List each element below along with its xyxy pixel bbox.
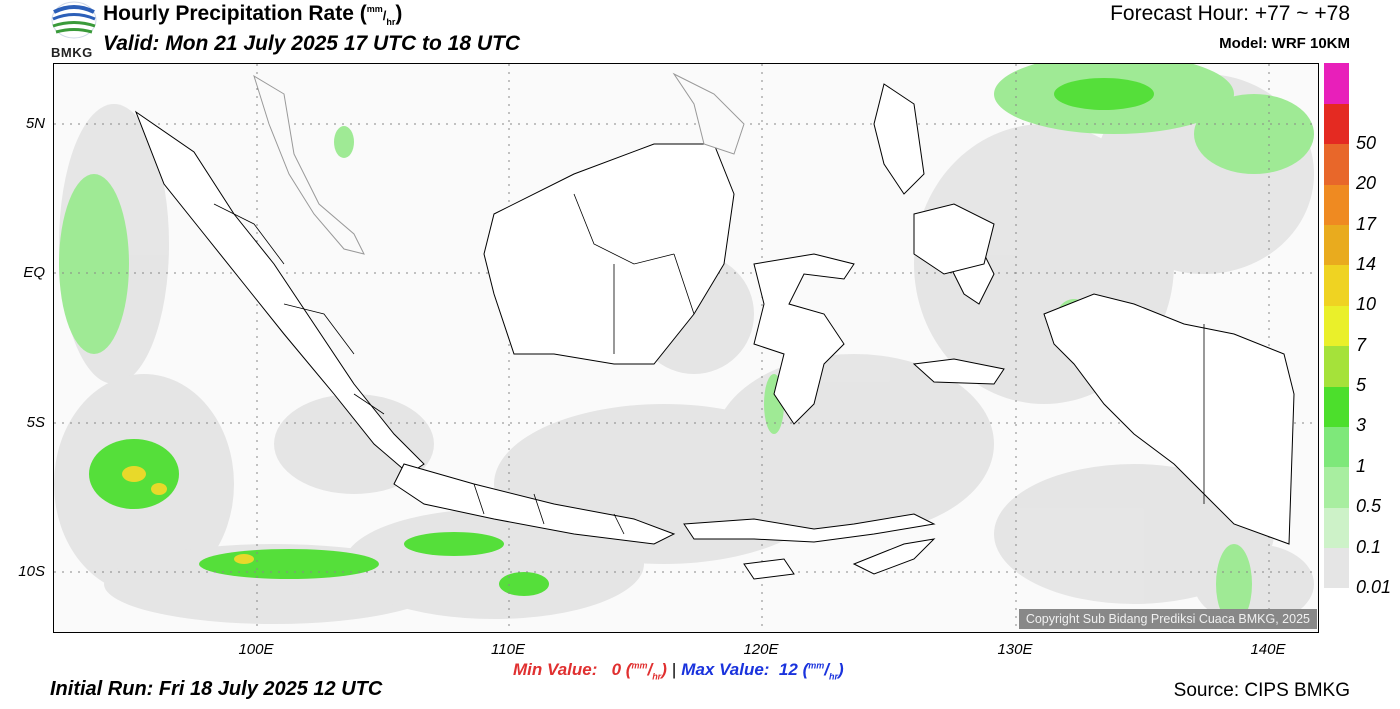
max-value: Max Value: 12 (mm/hr) bbox=[681, 660, 844, 682]
colorbar-label-4: 3 bbox=[1356, 415, 1367, 436]
lon-label-120e: 120E bbox=[743, 641, 779, 658]
lon-label-130e: 130E bbox=[997, 641, 1033, 658]
colorbar-segment-3 bbox=[1324, 426, 1349, 468]
logo-text: BMKG bbox=[51, 45, 93, 60]
lat-label-10s: 10S bbox=[18, 563, 45, 580]
lat-label-5s: 5S bbox=[26, 414, 45, 431]
min-max-values: Min Value: 0 (mm/hr) | Max Value: 12 (mm/h… bbox=[513, 660, 844, 682]
valid-time: Valid: Mon 21 July 2025 17 UTC to 18 UTC bbox=[103, 32, 521, 55]
colorbar-segment-4 bbox=[1324, 386, 1349, 427]
colorbar-label-11: 50 bbox=[1356, 132, 1377, 153]
chart-title: Hourly Precipitation Rate (mm/hr) bbox=[103, 2, 403, 28]
lat-label-5n: 5N bbox=[25, 115, 45, 132]
colorbar-segment-0 bbox=[1324, 547, 1349, 589]
precipitation-map bbox=[53, 63, 1319, 633]
colorbar-label-2: 0.5 bbox=[1356, 496, 1382, 517]
colorbar-segment-10 bbox=[1324, 143, 1349, 185]
colorbar-label-1: 0.1 bbox=[1356, 536, 1382, 557]
source-credit: Source: CIPS BMKG bbox=[1173, 680, 1350, 701]
map-canvas bbox=[54, 64, 1318, 632]
colorbar-segment-7 bbox=[1324, 264, 1349, 306]
colorbar-segment-11 bbox=[1324, 103, 1349, 145]
colorbar-segment-5 bbox=[1324, 345, 1349, 387]
lon-label-140e: 140E bbox=[1250, 641, 1286, 658]
initial-run: Initial Run: Fri 18 July 2025 12 UTC bbox=[50, 678, 383, 700]
colorbar-segment-9 bbox=[1324, 184, 1349, 226]
lat-label-eq: EQ bbox=[23, 264, 45, 281]
colorbar-segment-12 bbox=[1324, 63, 1349, 104]
colorbar-label-7: 10 bbox=[1356, 294, 1377, 315]
copyright-notice: Copyright Sub Bidang Prediksi Cuaca BMKG… bbox=[1018, 609, 1317, 629]
bmkg-logo bbox=[50, 0, 100, 60]
min-value: Min Value: 0 (mm/hr) bbox=[513, 660, 667, 682]
colorbar-label-5: 5 bbox=[1356, 375, 1367, 396]
model-name: Model: WRF 10KM bbox=[1219, 35, 1350, 52]
colorbar-segment-8 bbox=[1324, 224, 1349, 266]
colorbar-segment-1 bbox=[1324, 507, 1349, 549]
colorbar-label-9: 17 bbox=[1356, 213, 1377, 234]
colorbar-label-0: 0.01 bbox=[1356, 577, 1392, 597]
colorbar-segment-6 bbox=[1324, 305, 1349, 347]
lon-label-110e: 110E bbox=[491, 641, 525, 658]
colorbar-label-6: 7 bbox=[1356, 334, 1367, 355]
colorbar-segment-2 bbox=[1324, 466, 1349, 508]
forecast-hour: Forecast Hour: +77 ~ +78 bbox=[1110, 2, 1350, 25]
lon-label-100e: 100E bbox=[238, 641, 274, 658]
colorbar-label-10: 20 bbox=[1356, 173, 1377, 194]
colorbar-label-3: 1 bbox=[1356, 455, 1367, 476]
colorbar bbox=[1324, 63, 1349, 589]
colorbar-label-8: 14 bbox=[1356, 253, 1377, 274]
